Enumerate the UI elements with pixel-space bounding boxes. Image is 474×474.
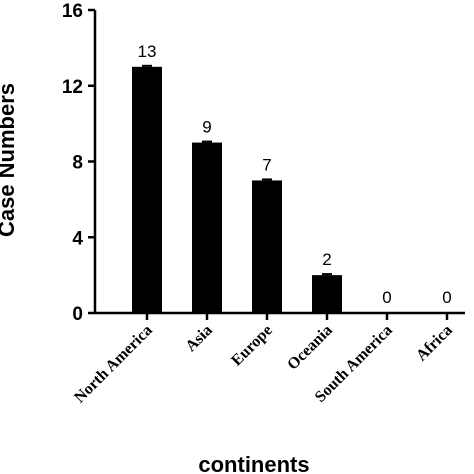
data-label: 13 bbox=[138, 42, 157, 61]
data-label: 7 bbox=[262, 155, 271, 174]
data-label: 0 bbox=[442, 288, 451, 307]
bar-europe bbox=[252, 180, 282, 313]
y-tick-label: 12 bbox=[62, 77, 83, 98]
y-tick-label: 4 bbox=[72, 228, 83, 249]
y-tick-label: 0 bbox=[72, 304, 83, 325]
data-label: 0 bbox=[382, 288, 391, 307]
data-label: 9 bbox=[202, 118, 211, 137]
x-tick-label: North America bbox=[71, 322, 156, 407]
x-axis-title: continents bbox=[198, 452, 309, 474]
x-tick-label: Africa bbox=[413, 322, 456, 365]
x-tick-label: Europe bbox=[228, 322, 276, 370]
y-tick-label: 16 bbox=[62, 1, 83, 22]
x-tick-label: Oceania bbox=[284, 322, 336, 374]
y-tick-label: 8 bbox=[72, 153, 83, 174]
bar-asia bbox=[192, 142, 222, 313]
bar-north-america bbox=[132, 66, 162, 313]
y-axis-title: Case Numbers bbox=[0, 83, 19, 237]
data-label: 2 bbox=[322, 250, 331, 269]
x-tick-label: Asia bbox=[182, 322, 215, 355]
chart-bars bbox=[132, 64, 342, 313]
chart-data-labels: 13 9 7 2 0 0 bbox=[138, 42, 452, 307]
bar-oceania bbox=[312, 275, 342, 313]
